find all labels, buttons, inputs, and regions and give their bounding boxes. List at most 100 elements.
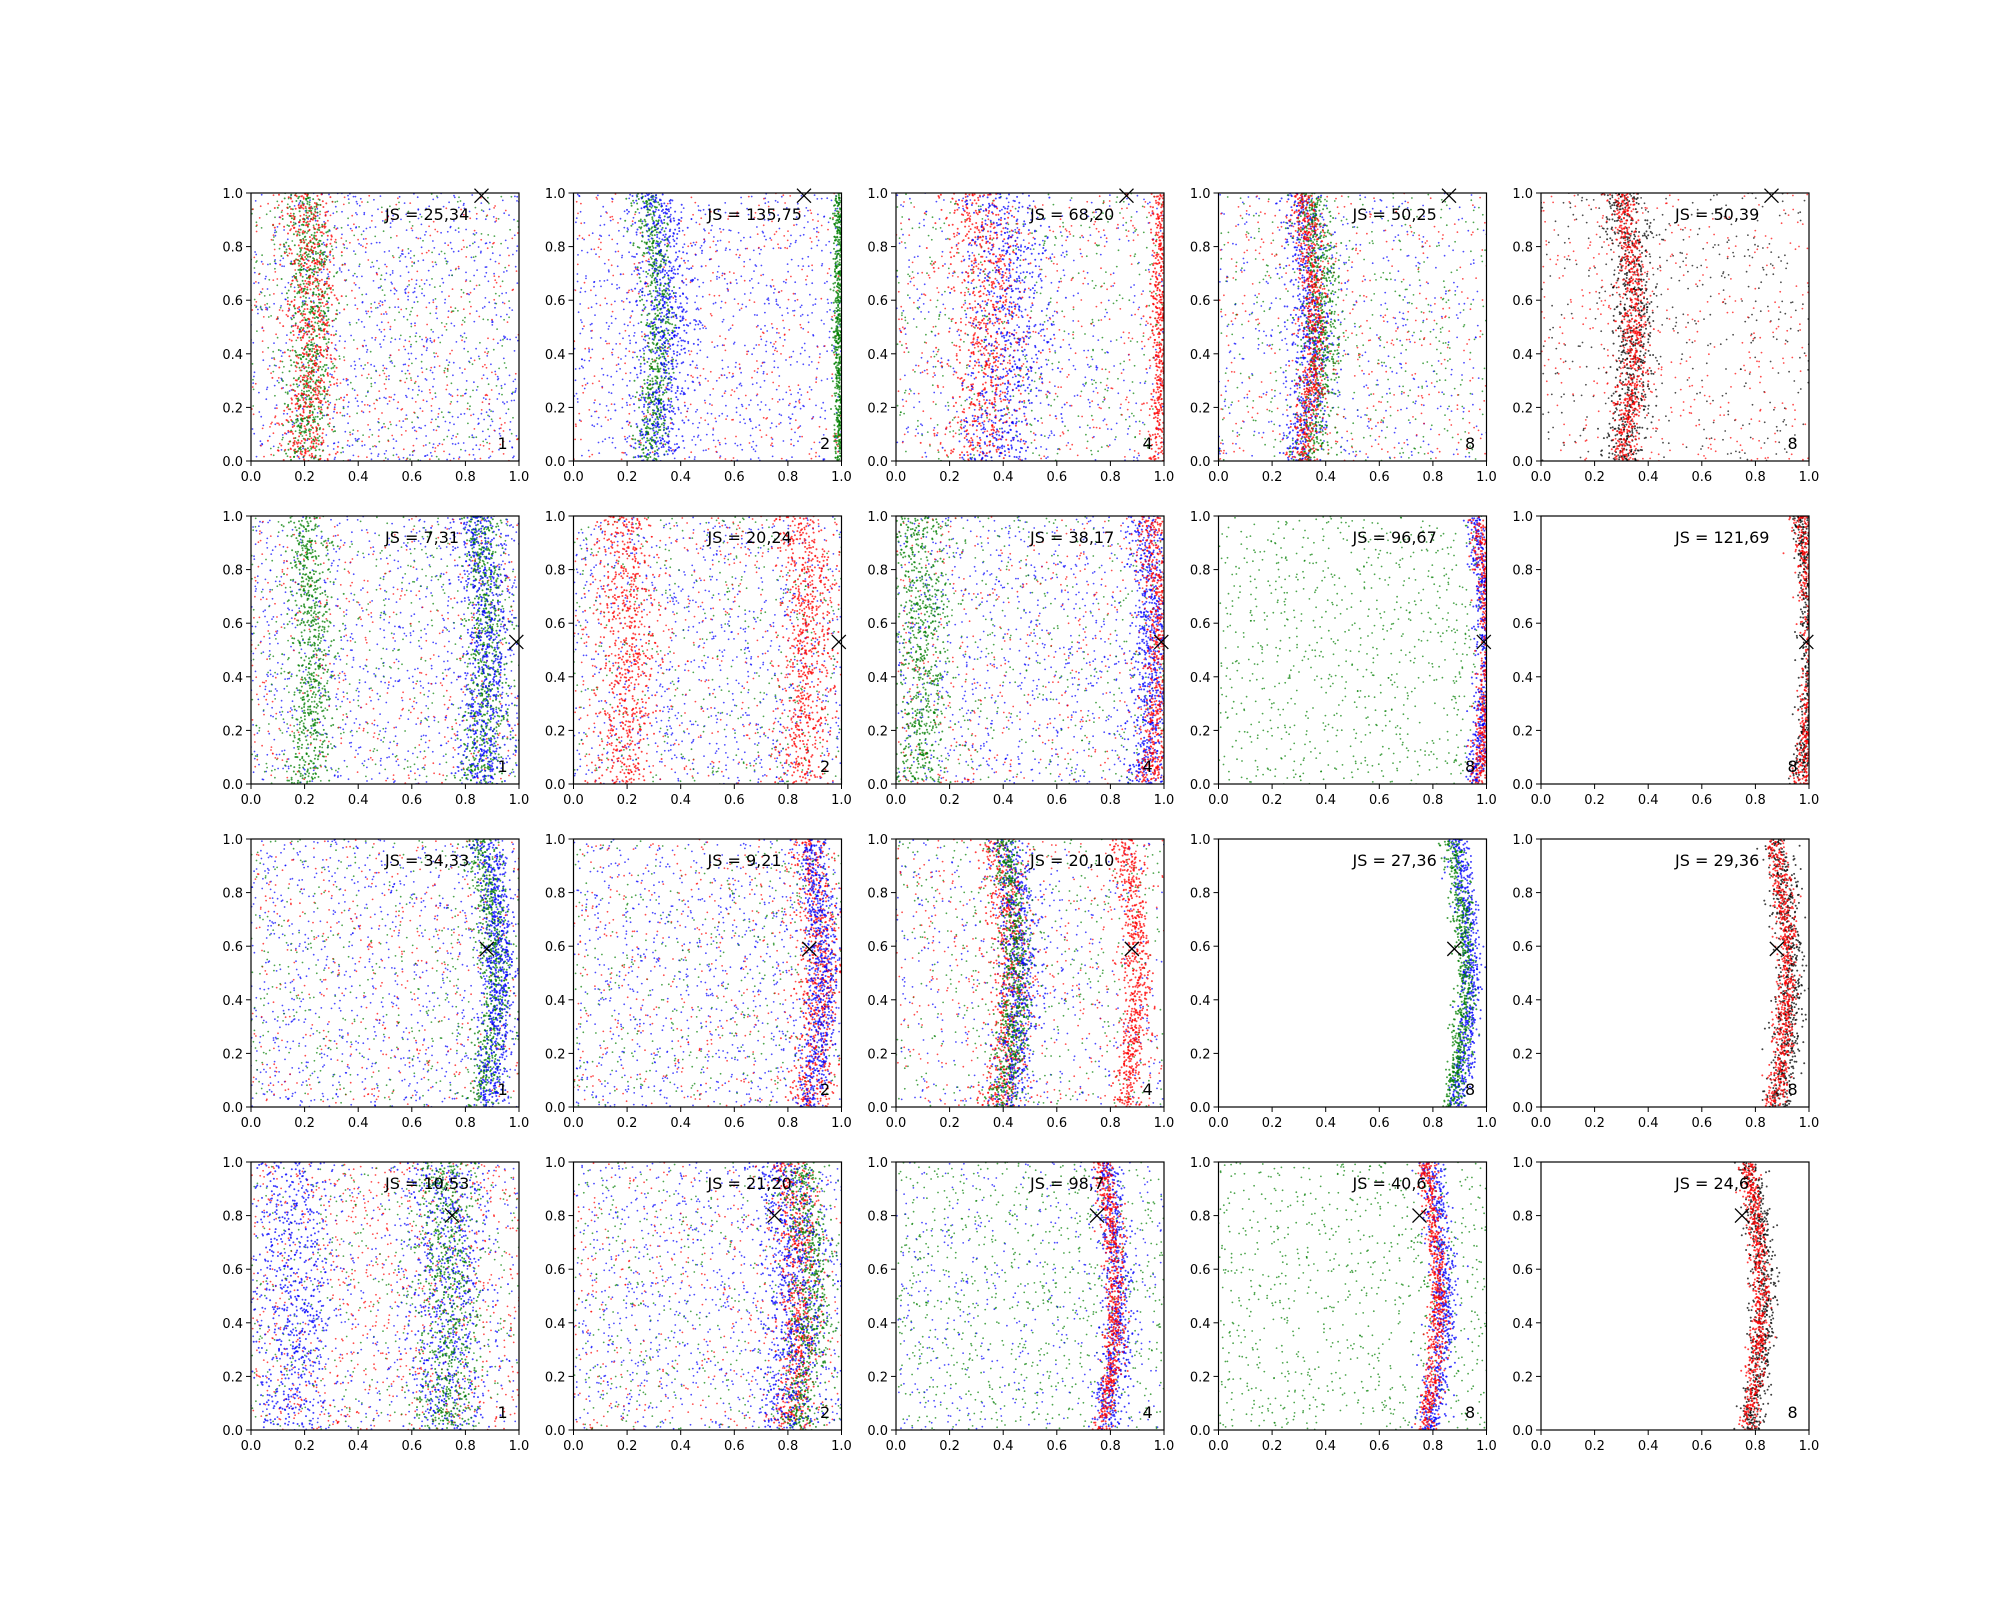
scatter-point-green	[646, 314, 649, 317]
scatter-point-red	[322, 316, 325, 319]
scatter-point-red	[311, 218, 314, 221]
scatter-point-red	[740, 307, 743, 310]
scatter-point-blue	[291, 423, 294, 426]
scatter-point-red	[322, 232, 325, 235]
scatter-point-blue	[669, 279, 672, 282]
scatter-point-red	[711, 404, 713, 406]
scatter-point-green	[651, 264, 654, 267]
scatter-point-red	[311, 237, 314, 240]
scatter-point-red	[460, 296, 463, 298]
scatter-point-red	[317, 224, 320, 227]
scatter-point-blue	[621, 254, 624, 257]
scatter-point-blue	[757, 282, 760, 284]
scatter-point-blue	[419, 407, 422, 410]
scatter-point-green	[281, 380, 284, 382]
scatter-point-red	[252, 413, 255, 416]
scatter-point-blue	[402, 420, 405, 422]
scatter-point-red	[324, 222, 327, 225]
scatter-point-green	[307, 283, 310, 286]
scatter-point-green	[299, 228, 302, 231]
scatter-point-blue	[594, 314, 596, 316]
scatter-point-red	[381, 211, 383, 214]
scatter-point-red	[815, 451, 817, 454]
scatter-point-blue	[379, 304, 381, 307]
scatter-point-green	[294, 364, 297, 367]
scatter-point-green	[644, 396, 647, 399]
scatter-point-blue	[793, 309, 796, 312]
scatter-point-blue	[699, 439, 702, 441]
scatter-point-red	[397, 401, 400, 404]
scatter-point-green	[436, 195, 438, 198]
scatter-point-green	[421, 288, 424, 290]
scatter-point-red	[503, 302, 506, 305]
scatter-point-blue	[680, 344, 683, 347]
scatter-point-blue	[677, 406, 680, 409]
scatter-point-blue	[346, 444, 349, 446]
scatter-point-blue	[446, 230, 449, 233]
scatter-point-red	[703, 238, 706, 241]
scatter-point-red	[412, 444, 415, 447]
scatter-point-red	[470, 305, 472, 308]
scatter-point-red	[316, 385, 319, 388]
scatter-point-red	[353, 223, 355, 226]
scatter-point-green	[307, 381, 310, 384]
scatter-point-blue	[260, 260, 263, 263]
scatter-point-red	[313, 270, 316, 273]
scatter-point-blue	[828, 240, 831, 243]
scatter-point-red	[311, 251, 314, 254]
scatter-point-red	[321, 225, 324, 228]
scatter-point-blue	[712, 433, 714, 436]
scatter-point-blue	[362, 411, 365, 414]
scatter-point-blue	[385, 450, 388, 452]
scatter-point-red	[309, 414, 312, 417]
scatter-point-red	[762, 416, 765, 419]
scatter-point-red	[270, 238, 273, 241]
scatter-point-blue	[756, 314, 758, 316]
scatter-point-blue	[394, 288, 397, 291]
scatter-point-blue	[389, 273, 392, 276]
scatter-point-blue	[699, 349, 702, 352]
scatter-point-red	[321, 294, 324, 296]
scatter-point-green	[319, 418, 321, 421]
scatter-point-red	[302, 365, 305, 368]
scatter-point-red	[473, 229, 476, 232]
scatter-point-blue	[441, 277, 444, 280]
scatter-point-blue	[829, 274, 832, 277]
scatter-point-red	[296, 327, 299, 330]
scatter-point-red	[297, 356, 300, 359]
scatter-point-green	[487, 428, 489, 431]
scatter-point-blue	[397, 306, 400, 308]
scatter-point-green	[439, 341, 442, 344]
scatter-point-red	[307, 364, 310, 367]
scatter-point-red	[397, 298, 400, 300]
scatter-point-red	[302, 397, 305, 400]
scatter-point-red	[498, 262, 500, 265]
scatter-point-blue	[450, 247, 453, 250]
scatter-point-blue	[679, 337, 682, 339]
scatter-point-red	[264, 304, 266, 306]
scatter-point-green	[320, 305, 322, 307]
scatter-point-blue	[806, 314, 809, 317]
scatter-point-green	[642, 200, 645, 203]
scatter-point-blue	[452, 374, 454, 377]
scatter-point-blue	[473, 274, 475, 277]
scatter-point-blue	[711, 224, 713, 227]
scatter-point-red	[704, 419, 707, 422]
scatter-point-blue	[402, 253, 404, 256]
scatter-point-red	[311, 455, 314, 457]
scatter-point-blue	[276, 226, 279, 228]
scatter-point-red	[516, 232, 519, 234]
scatter-point-blue	[744, 344, 746, 347]
scatter-point-red	[366, 362, 369, 364]
scatter-point-blue	[469, 244, 471, 247]
scatter-point-green	[297, 439, 300, 442]
scatter-point-green	[300, 417, 303, 420]
scatter-point-red	[251, 309, 254, 311]
scatter-point-blue	[370, 310, 373, 313]
scatter-point-blue	[710, 229, 712, 232]
scatter-point-green	[324, 370, 327, 373]
scatter-point-green	[398, 207, 400, 210]
scatter-point-red	[484, 363, 486, 366]
scatter-point-green	[638, 399, 641, 402]
scatter-point-blue	[377, 208, 379, 211]
